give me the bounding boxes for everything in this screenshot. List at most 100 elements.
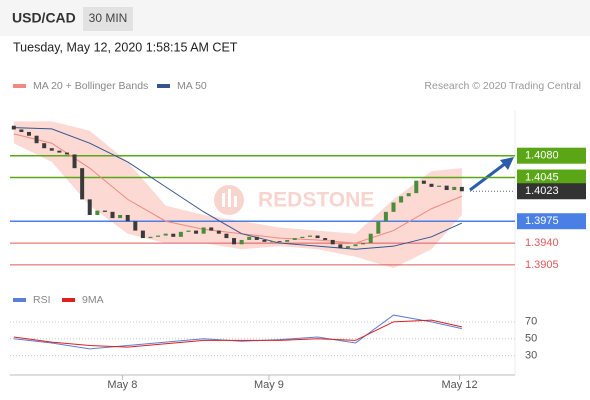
candle-body — [247, 236, 252, 240]
legend-swatch — [62, 298, 75, 302]
candle-body — [42, 143, 47, 149]
candle-body — [171, 233, 176, 237]
candle-body — [323, 238, 328, 240]
candle-body — [300, 236, 305, 239]
watermark-text: REDSTONE — [258, 189, 374, 212]
candle-body — [163, 233, 168, 236]
arrow-head — [500, 157, 514, 170]
candle-body — [368, 233, 373, 244]
candle-body — [277, 241, 282, 243]
candle-body — [437, 185, 442, 187]
candle-body — [95, 210, 100, 215]
candle-body — [254, 236, 259, 240]
candle-body — [216, 230, 221, 234]
candle-body — [459, 186, 464, 192]
candle-body — [87, 199, 92, 215]
source: Research © 2020 Trading Central — [424, 80, 581, 92]
legend-swatch — [157, 84, 170, 88]
watermark-logo-bar — [228, 189, 231, 207]
candle-body — [26, 131, 31, 136]
candle-body — [262, 239, 267, 242]
subtitle: Tuesday, May 12, 2020 1:58:15 AM CET — [13, 40, 238, 54]
candle-body — [239, 239, 244, 245]
level-label-box — [517, 169, 586, 186]
candle-body — [376, 221, 381, 234]
candle-body — [269, 241, 274, 243]
candle-body — [178, 231, 183, 237]
candle-body — [414, 180, 419, 194]
level-label: 1.3940 — [525, 237, 559, 249]
candle-body — [156, 235, 161, 237]
indicator-line — [13, 319, 462, 348]
x-tick-label: May 8 — [107, 379, 137, 391]
candle-body — [140, 230, 145, 239]
candle-body — [57, 150, 62, 153]
forecast-arrow — [469, 157, 514, 192]
candle-body — [307, 235, 312, 237]
level-label-box — [517, 213, 586, 230]
watermark-logo-bar — [234, 196, 237, 207]
candle-body — [383, 211, 388, 222]
x-tick-label: May 9 — [254, 379, 284, 391]
candle-body — [19, 129, 24, 132]
candle-body — [34, 135, 39, 144]
candle-body — [72, 154, 77, 169]
legend-label: MA 50 — [177, 80, 207, 92]
candle-body — [421, 180, 426, 184]
candle-body — [11, 125, 16, 130]
candle-body — [64, 152, 69, 155]
candle-body — [224, 233, 229, 239]
y-tick-label: 70 — [525, 316, 537, 328]
candle-body — [338, 244, 343, 249]
candle-body — [391, 202, 396, 212]
level-label: 1.3905 — [525, 259, 559, 271]
candle-body — [209, 227, 214, 231]
level-label: 1.3975 — [525, 215, 559, 227]
level-label-box — [517, 183, 586, 200]
candle-body — [148, 236, 153, 239]
candle-body — [186, 230, 191, 232]
candle-body — [361, 243, 366, 245]
legend-label: RSI — [33, 294, 51, 306]
legend-swatch — [13, 298, 26, 302]
level-label: 1.4080 — [525, 150, 559, 162]
candle-body — [429, 183, 434, 187]
candle-body — [345, 246, 350, 249]
candle-body — [201, 227, 206, 234]
candle-body — [80, 168, 85, 200]
level-label-box — [517, 147, 586, 164]
bollinger-band — [13, 121, 462, 269]
chart-title: USD/CAD — [12, 10, 76, 26]
candle-body — [125, 214, 130, 222]
legend-label: MA 20 + Bollinger Bands — [33, 80, 148, 92]
candle-body — [330, 239, 335, 245]
candle-body — [353, 244, 358, 247]
candle-body — [102, 210, 107, 212]
timeframe-box — [83, 7, 133, 31]
arrow-shaft — [469, 161, 507, 192]
level-label: 1.4023 — [525, 185, 559, 197]
legend-swatch — [13, 84, 26, 88]
candle-body — [285, 239, 290, 242]
candle-body — [452, 186, 457, 191]
moving-average — [13, 127, 463, 250]
watermark: REDSTONE — [214, 185, 374, 215]
watermark-logo-bar — [222, 193, 225, 207]
candle-body — [292, 238, 297, 240]
indicator-line — [13, 314, 462, 350]
timeframe: 30 MIN — [89, 11, 128, 25]
candle-body — [118, 214, 123, 219]
candle-body — [406, 193, 411, 197]
candle-body — [399, 196, 404, 203]
candle-body — [194, 230, 199, 234]
legend-label: 9MA — [82, 294, 104, 306]
candle-body — [232, 238, 237, 245]
candle-body — [133, 221, 138, 231]
y-tick-label: 30 — [525, 350, 537, 362]
y-tick-label: 50 — [525, 333, 537, 345]
level-label: 1.4045 — [525, 171, 559, 183]
x-tick-label: May 12 — [442, 379, 478, 391]
candle-body — [49, 148, 54, 151]
